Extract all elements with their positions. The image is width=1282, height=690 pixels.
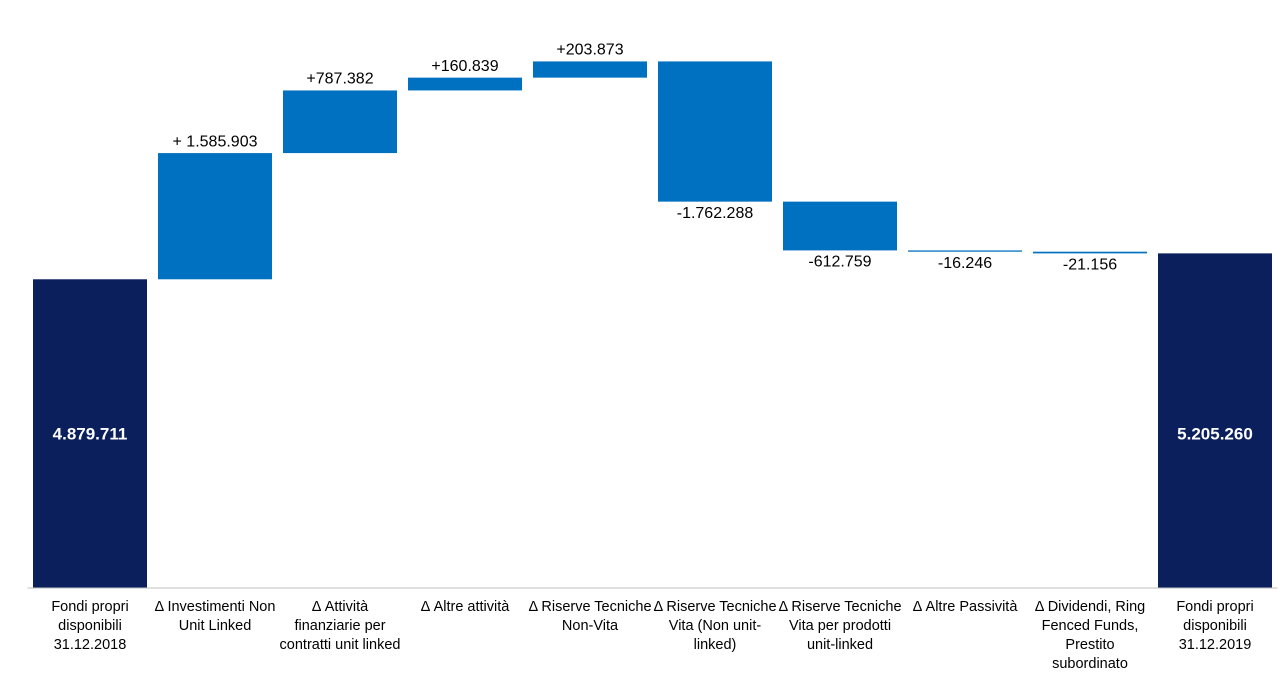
value-label: -16.246 [938, 255, 992, 272]
category-label: Fondi propri disponibili 31.12.2018 [51, 599, 129, 653]
category-label: Δ Riserve Tecniche Non-Vita [528, 599, 652, 634]
value-label: +787.382 [306, 71, 373, 88]
delta-bar [658, 61, 772, 202]
category-label: Δ Riserve Tecniche Vita (Non unit-linked… [653, 599, 777, 653]
value-label: 5.205.260 [1177, 424, 1253, 443]
value-label: -1.762.288 [677, 205, 754, 222]
category-label: Δ Riserve Tecniche Vita per prodotti uni… [778, 599, 902, 653]
total-bar [33, 279, 147, 588]
delta-bar [908, 250, 1022, 252]
value-label: -612.759 [808, 254, 871, 271]
value-label: -21.156 [1063, 257, 1117, 274]
category-label: Fondi propri disponibili 31.12.2019 [1176, 599, 1254, 653]
value-label: +160.839 [431, 58, 498, 75]
value-label: + 1.585.903 [173, 133, 258, 150]
category-label: Δ Attività finanziarie per contratti uni… [279, 599, 401, 653]
category-label: Δ Altre attività [420, 599, 510, 615]
value-label: +203.873 [556, 42, 623, 59]
value-label: 4.879.711 [53, 424, 128, 443]
delta-bar [783, 201, 897, 251]
delta-bar [533, 61, 647, 78]
category-label: Δ Dividendi, Ring Fenced Funds, Prestito… [1034, 599, 1146, 672]
delta-bar [283, 90, 397, 154]
total-bar [1158, 253, 1272, 588]
delta-bar [1033, 251, 1147, 254]
delta-bar [408, 77, 522, 91]
delta-bar [158, 153, 272, 280]
category-label: Δ Altre Passività [912, 599, 1018, 615]
category-label: Δ Investimenti Non Unit Linked [154, 599, 276, 634]
